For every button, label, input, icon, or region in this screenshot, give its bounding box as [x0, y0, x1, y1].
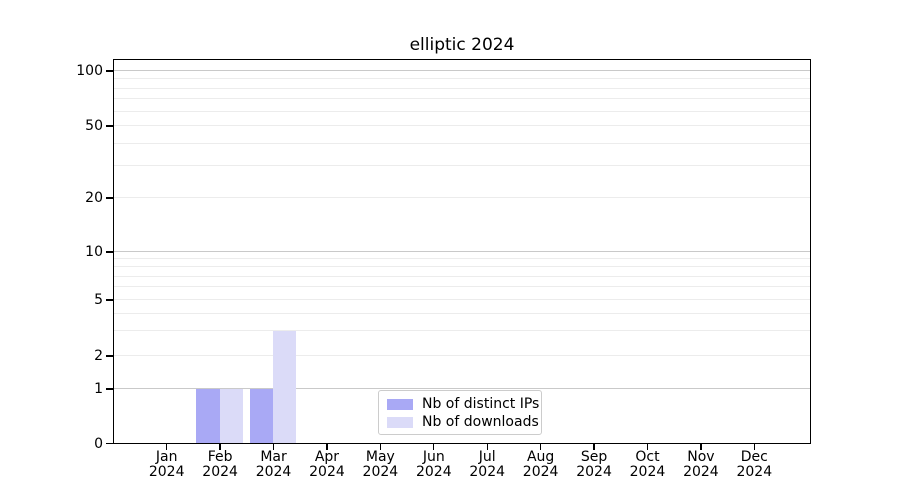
- legend-entry-distinct-ips: Nb of distinct IPs: [387, 396, 539, 412]
- x-tick-month: Oct: [635, 449, 660, 465]
- gridline-y-60: [113, 110, 810, 112]
- x-tick-month: Feb: [207, 449, 233, 465]
- x-tick-month: Dec: [740, 449, 768, 465]
- gridline-y-70: [113, 98, 810, 100]
- y-tick-mark-2: [106, 355, 114, 357]
- gridline-y-5: [113, 298, 810, 300]
- y-tick-mark-100: [106, 70, 114, 72]
- legend: Nb of distinct IPs Nb of downloads: [378, 390, 542, 435]
- y-tick-label-0: 0: [94, 435, 103, 452]
- x-tick-label-dec: Dec 2024: [711, 450, 797, 479]
- x-tick-label-nov: Nov 2024: [658, 450, 744, 479]
- x-tick-mark-may: [379, 444, 382, 450]
- gridline-y-6: [113, 286, 810, 288]
- gridline-y-50: [113, 125, 810, 126]
- x-tick-label-jan: Jan 2024: [124, 450, 210, 479]
- legend-swatch-downloads: [387, 416, 413, 428]
- x-tick-year: 2024: [202, 463, 238, 480]
- x-tick-mark-jan: [166, 444, 168, 450]
- gridline-y-20: [113, 196, 810, 198]
- gridline-y-7: [113, 275, 810, 277]
- y-tick-mark-20: [106, 197, 114, 199]
- x-tick-mark-aug: [539, 444, 542, 450]
- x-tick-month: Apr: [314, 449, 340, 465]
- x-tick-year: 2024: [362, 463, 399, 480]
- y-tick-mark-0: [106, 442, 114, 445]
- gridline-y-3: [113, 330, 810, 332]
- bar-feb-distinct-ips: [196, 388, 220, 443]
- x-tick-mark-sep: [593, 444, 595, 450]
- x-tick-label-sep: Sep 2024: [551, 450, 637, 479]
- x-tick-label-may: May 2024: [337, 450, 423, 479]
- bar-mar-distinct-ips: [249, 388, 274, 443]
- gridline-y-30: [113, 165, 810, 167]
- x-tick-mark-jun: [433, 444, 435, 450]
- gridline-y-40: [113, 142, 810, 144]
- legend-label-distinct-ips: Nb of distinct IPs: [422, 396, 540, 412]
- x-tick-year: 2024: [629, 463, 666, 480]
- x-tick-month: Jul: [478, 449, 496, 465]
- gridline-y-100: [113, 70, 810, 71]
- x-tick-year: 2024: [309, 463, 345, 480]
- y-tick-label-1: 1: [94, 381, 103, 397]
- x-tick-label-feb: Feb 2024: [177, 450, 263, 479]
- y-tick-label-100: 100: [76, 63, 103, 79]
- y-tick-mark-50: [106, 125, 114, 127]
- x-tick-month: Sep: [580, 449, 608, 465]
- y-tick-label-10: 10: [85, 243, 103, 260]
- x-tick-mark-oct: [646, 444, 649, 450]
- x-tick-mark-dec: [753, 444, 755, 450]
- gridline-y-9: [113, 258, 810, 260]
- x-tick-month: Nov: [687, 449, 715, 465]
- x-tick-label-jul: Jul 2024: [444, 450, 530, 479]
- x-tick-year: 2024: [469, 463, 506, 480]
- y-tick-mark-10: [106, 251, 114, 253]
- x-tick-month: Jan: [155, 449, 178, 465]
- gridline-y-8: [113, 266, 810, 268]
- x-tick-month: Jun: [422, 449, 445, 465]
- x-tick-year: 2024: [576, 463, 612, 480]
- bar-mar-downloads: [273, 330, 297, 443]
- x-tick-label-oct: Oct 2024: [604, 450, 690, 479]
- x-tick-label-aug: Aug 2024: [498, 450, 584, 479]
- x-tick-mark-feb: [219, 444, 221, 450]
- x-tick-month: Mar: [260, 449, 287, 465]
- x-tick-year: 2024: [415, 463, 452, 480]
- x-tick-year: 2024: [255, 463, 292, 480]
- x-tick-label-mar: Mar 2024: [231, 450, 317, 479]
- legend-entry-downloads: Nb of downloads: [387, 414, 539, 430]
- x-tick-mark-nov: [700, 444, 702, 450]
- plot-area: [112, 58, 811, 444]
- legend-swatch-distinct-ips: [387, 398, 413, 410]
- x-tick-mark-apr: [326, 444, 328, 450]
- x-tick-year: 2024: [683, 463, 719, 480]
- y-tick-mark-5: [106, 299, 114, 301]
- x-tick-year: 2024: [148, 463, 185, 480]
- gridline-y-2: [113, 354, 810, 356]
- bar-feb-downloads: [219, 388, 243, 443]
- x-tick-label-apr: Apr 2024: [284, 450, 370, 479]
- x-tick-mark-mar: [272, 444, 275, 450]
- y-tick-label-50: 50: [85, 118, 103, 134]
- x-tick-month: Aug: [526, 449, 555, 465]
- x-tick-mark-jul: [486, 444, 488, 450]
- x-tick-year: 2024: [522, 463, 559, 480]
- x-tick-month: May: [365, 449, 395, 465]
- gridline-y-90: [113, 78, 810, 80]
- x-tick-label-jun: Jun 2024: [391, 450, 477, 479]
- gridline-y-10: [113, 250, 810, 252]
- y-tick-mark-1: [106, 388, 114, 390]
- y-tick-label-5: 5: [94, 291, 103, 308]
- gridline-y-80: [113, 87, 810, 89]
- y-tick-label-2: 2: [94, 347, 103, 364]
- gridline-y-4: [113, 312, 810, 314]
- y-tick-label-20: 20: [85, 189, 103, 206]
- chart-title: elliptic 2024: [409, 35, 515, 55]
- x-tick-year: 2024: [736, 463, 773, 480]
- legend-label-downloads: Nb of downloads: [422, 414, 539, 430]
